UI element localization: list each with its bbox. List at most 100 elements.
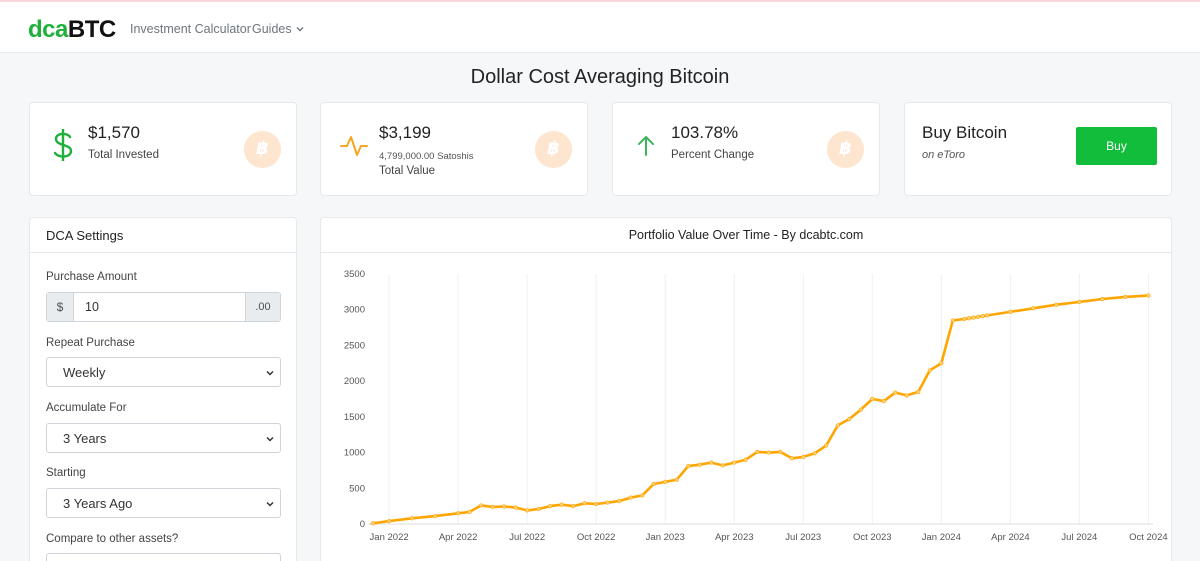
data-point bbox=[1100, 296, 1105, 302]
data-point bbox=[962, 316, 967, 322]
x-tick-label: Jan 2024 bbox=[922, 532, 961, 543]
data-point bbox=[904, 393, 909, 398]
x-tick-label: Jul 2023 bbox=[785, 532, 821, 543]
y-tick-label: 3500 bbox=[344, 269, 365, 280]
total-invested-card: $1,570 Total Invested ฿ bbox=[29, 102, 297, 196]
data-point bbox=[697, 462, 702, 467]
nav-investment-calculator[interactable]: Investment Calculator bbox=[130, 22, 251, 36]
nav-guides[interactable]: Guides bbox=[252, 22, 304, 36]
currency-prefix: $ bbox=[47, 293, 74, 321]
chart-header bbox=[321, 218, 1171, 253]
data-point bbox=[732, 460, 737, 465]
buy-title: Buy Bitcoin bbox=[922, 123, 1008, 142]
percent-change-label: Percent Change bbox=[671, 149, 755, 161]
purchase-amount-label: Purchase Amount bbox=[46, 271, 137, 283]
compare-assets-label: Compare to other assets? bbox=[46, 533, 179, 545]
settings-header: DCA Settings bbox=[30, 218, 296, 253]
x-tick-label: Jul 2022 bbox=[509, 532, 545, 543]
y-tick-label: 500 bbox=[349, 483, 365, 494]
bitcoin-icon: ฿ bbox=[535, 131, 572, 168]
data-point bbox=[1146, 293, 1151, 298]
total-invested-label: Total Invested bbox=[88, 149, 159, 161]
data-point bbox=[433, 514, 438, 519]
percent-change-value: 103.78% bbox=[671, 123, 739, 142]
data-point bbox=[778, 449, 783, 454]
total-invested-value: $1,570 bbox=[88, 123, 140, 142]
x-tick-label: Oct 2024 bbox=[1129, 532, 1168, 543]
starting-label: Starting bbox=[46, 467, 86, 479]
data-point bbox=[881, 399, 886, 404]
data-point bbox=[674, 477, 679, 482]
y-tick-label: 1500 bbox=[344, 412, 365, 423]
data-point bbox=[1077, 299, 1082, 304]
data-point bbox=[971, 315, 976, 320]
data-point bbox=[927, 368, 932, 373]
data-point bbox=[525, 508, 530, 513]
data-point bbox=[571, 504, 576, 509]
repeat-purchase-label: Repeat Purchase bbox=[46, 337, 135, 349]
data-point bbox=[709, 460, 714, 465]
purchase-amount-input[interactable]: 10 bbox=[85, 300, 99, 314]
data-point bbox=[950, 318, 955, 323]
data-point bbox=[513, 505, 518, 510]
starting-value: 3 Years Ago bbox=[63, 496, 133, 511]
chevron-down-icon bbox=[266, 370, 274, 376]
data-point bbox=[548, 504, 553, 509]
dca-settings-card: DCA Settings Purchase Amount $ 10 .00 Re… bbox=[29, 217, 297, 561]
purchase-amount-group: $ 10 .00 bbox=[46, 292, 281, 322]
data-point bbox=[985, 313, 990, 318]
logo-btc: BTC bbox=[67, 16, 116, 43]
buy-button[interactable]: Buy bbox=[1076, 127, 1157, 165]
arrow-up-icon bbox=[638, 136, 654, 156]
total-value: $3,199 bbox=[379, 123, 431, 142]
logo-dca: dca bbox=[28, 16, 68, 43]
y-tick-label: 2500 bbox=[344, 340, 365, 351]
repeat-purchase-select[interactable]: Weekly bbox=[46, 357, 281, 387]
data-point bbox=[628, 495, 633, 500]
logo[interactable]: dcaBTC bbox=[28, 16, 116, 44]
data-point bbox=[605, 500, 610, 505]
data-point bbox=[939, 361, 944, 366]
x-tick-label: Jan 2023 bbox=[646, 532, 685, 543]
accumulate-for-label: Accumulate For bbox=[46, 402, 127, 414]
repeat-purchase-value: Weekly bbox=[63, 365, 106, 380]
data-point bbox=[1008, 309, 1013, 314]
data-point bbox=[502, 504, 507, 509]
starting-select[interactable]: 3 Years Ago bbox=[46, 488, 281, 518]
x-tick-label: Apr 2023 bbox=[715, 532, 754, 543]
dollar-icon bbox=[53, 129, 73, 161]
data-point bbox=[594, 501, 599, 507]
data-point bbox=[858, 407, 863, 412]
accumulate-for-value: 3 Years bbox=[63, 431, 107, 446]
data-point bbox=[976, 314, 981, 319]
data-point bbox=[720, 463, 725, 468]
data-point bbox=[456, 511, 461, 516]
percent-change-card: 103.78% Percent Change ฿ bbox=[612, 102, 880, 196]
bitcoin-icon: ฿ bbox=[827, 131, 864, 168]
data-point bbox=[824, 443, 829, 448]
page-title: Dollar Cost Averaging Bitcoin bbox=[470, 66, 730, 88]
data-point bbox=[835, 423, 840, 428]
x-tick-label: Apr 2024 bbox=[991, 532, 1030, 543]
data-point bbox=[893, 390, 898, 395]
compare-assets-select[interactable] bbox=[46, 553, 281, 561]
data-point bbox=[916, 389, 921, 394]
chart-title: Portfolio Value Over Time - By dcabtc.co… bbox=[628, 228, 864, 242]
x-tick-label: Oct 2022 bbox=[577, 532, 616, 543]
data-point bbox=[663, 479, 668, 484]
accumulate-for-select[interactable]: 3 Years bbox=[46, 423, 281, 453]
x-tick-label: Oct 2023 bbox=[853, 532, 892, 543]
data-point bbox=[755, 449, 760, 454]
buy-bitcoin-card: Buy Bitcoin on eToro Buy bbox=[904, 102, 1172, 196]
data-point bbox=[870, 396, 875, 402]
data-point bbox=[617, 499, 622, 504]
chevron-down-icon bbox=[266, 436, 274, 442]
data-point bbox=[582, 501, 587, 506]
data-point bbox=[467, 509, 472, 514]
data-point bbox=[980, 314, 985, 319]
data-point bbox=[847, 416, 852, 422]
data-point bbox=[812, 451, 817, 456]
y-tick-label: 0 bbox=[360, 519, 365, 530]
y-tick-label: 2000 bbox=[344, 376, 365, 387]
y-tick-label: 3000 bbox=[344, 305, 365, 316]
